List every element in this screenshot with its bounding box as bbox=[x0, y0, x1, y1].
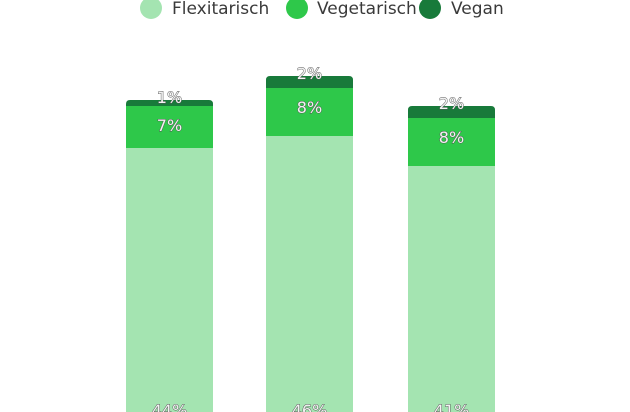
bar-label-vegan-1: 1% bbox=[157, 88, 182, 107]
legend-swatch-vegan bbox=[419, 0, 441, 19]
bar-labels: 44% 7% 1% 46% 8% 2% 41% 8% 2% bbox=[151, 64, 470, 412]
bar-vegetarisch-1 bbox=[126, 106, 213, 148]
bar-label-flexitarisch-1: 44% bbox=[152, 401, 188, 412]
bar-flexitarisch-2 bbox=[266, 136, 353, 412]
bar-vegetarisch-3 bbox=[408, 118, 495, 166]
legend-label-vegan: Vegan bbox=[451, 0, 504, 19]
bar-vegan-2 bbox=[266, 76, 353, 88]
bar-label-vegetarisch-1: 7% bbox=[157, 116, 182, 135]
bar-flexitarisch-1 bbox=[126, 148, 213, 412]
bar-label-flexitarisch-3: 41% bbox=[434, 401, 470, 412]
bar-label-vegetarisch-2: 8% bbox=[297, 98, 322, 117]
bars bbox=[126, 76, 495, 412]
legend-label-flexitarisch: Flexitarisch bbox=[172, 0, 269, 19]
legend-swatch-flexitarisch bbox=[140, 0, 162, 19]
legend-swatch-vegetarisch bbox=[286, 0, 308, 19]
bar-vegan-1 bbox=[126, 100, 213, 106]
bar-vegan-3 bbox=[408, 106, 495, 118]
legend-label-vegetarisch: Vegetarisch bbox=[317, 0, 417, 19]
bar-label-flexitarisch-2: 46% bbox=[292, 401, 328, 412]
bar-label-vegan-2: 2% bbox=[297, 64, 322, 83]
legend: Flexitarisch Vegetarisch Vegan bbox=[140, 0, 504, 19]
bar-label-vegan-3: 2% bbox=[439, 94, 464, 113]
bar-vegetarisch-2 bbox=[266, 88, 353, 136]
bar-label-vegetarisch-3: 8% bbox=[439, 128, 464, 147]
bar-flexitarisch-3 bbox=[408, 166, 495, 412]
